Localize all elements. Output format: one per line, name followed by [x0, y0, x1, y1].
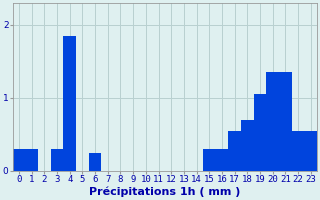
Bar [51, 149, 63, 171]
Bar [241, 120, 254, 171]
Bar [89, 153, 101, 171]
Bar [266, 72, 279, 171]
Bar [304, 131, 317, 171]
Bar [13, 149, 25, 171]
Bar [203, 149, 216, 171]
Bar [279, 72, 292, 171]
Bar [292, 131, 304, 171]
Bar [25, 149, 38, 171]
Bar [63, 36, 76, 171]
X-axis label: Précipitations 1h ( mm ): Précipitations 1h ( mm ) [89, 187, 241, 197]
Bar [254, 94, 266, 171]
Bar [228, 131, 241, 171]
Bar [216, 149, 228, 171]
